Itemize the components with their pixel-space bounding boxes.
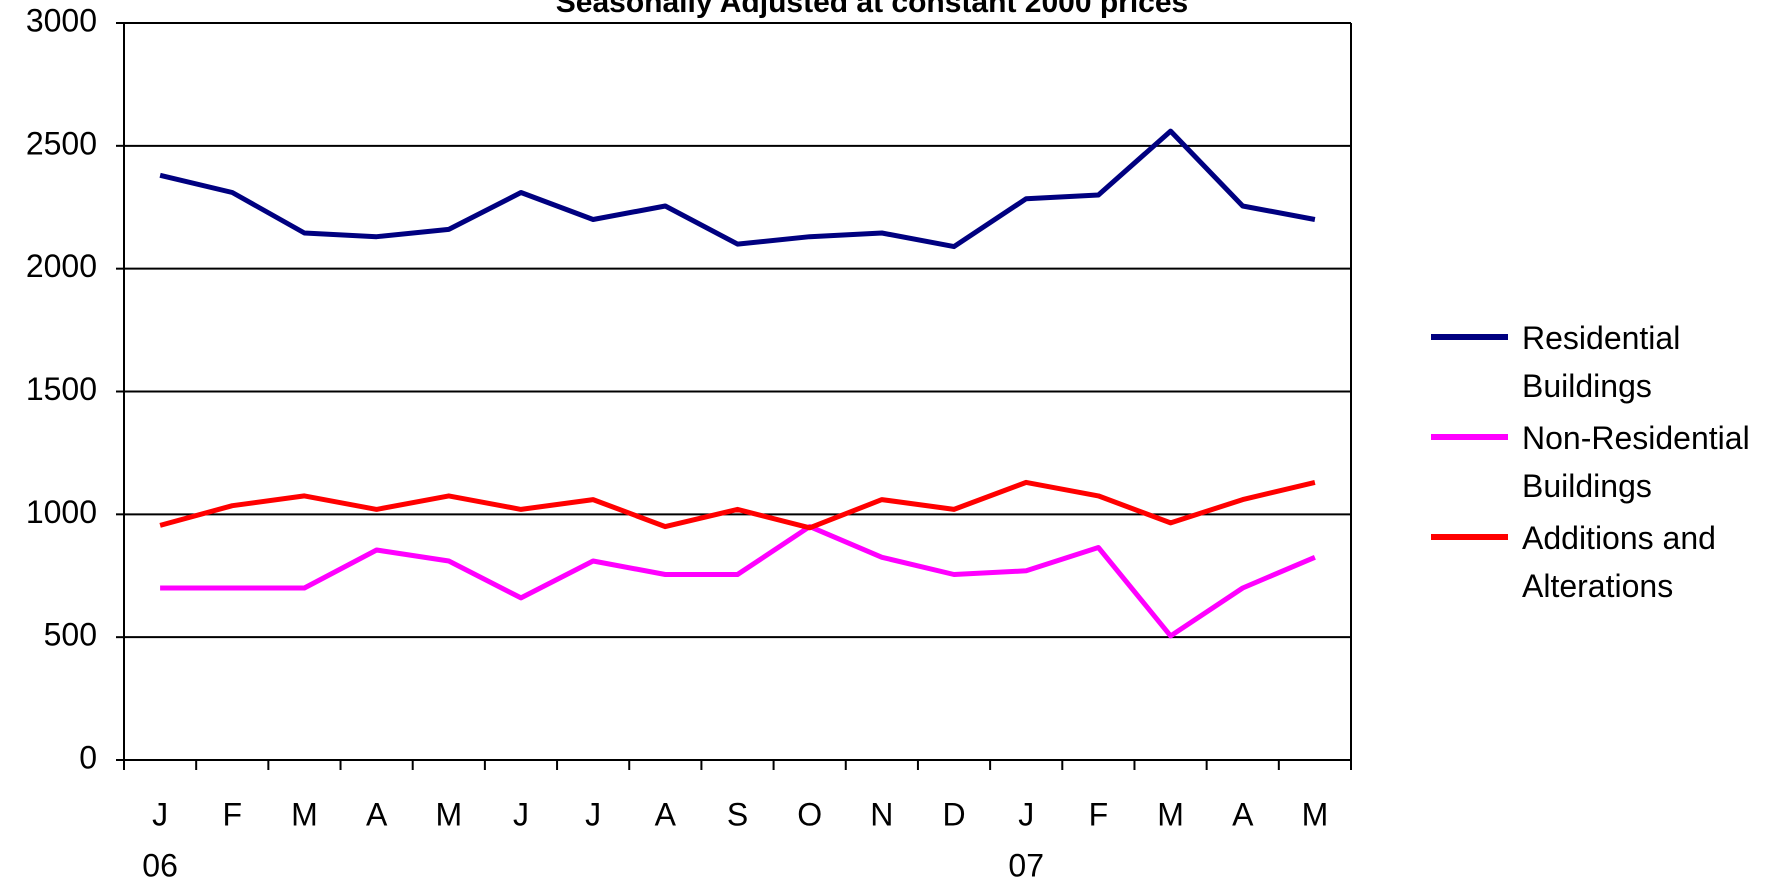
x-group-label: 07 [1008, 847, 1044, 879]
legend-swatch [1431, 534, 1508, 540]
line-series [159, 128, 1316, 250]
legend-swatch [1431, 334, 1508, 340]
x-tick-label: M [435, 796, 462, 832]
x-group-label: 06 [142, 847, 178, 879]
x-tick-label: O [797, 796, 822, 832]
x-tick-label: J [152, 796, 168, 832]
legend: Residential Buildings Non-Residential Bui… [1431, 314, 1781, 614]
y-tick-label: 2000 [26, 248, 97, 284]
line-series [160, 524, 1316, 639]
x-tick-label: A [655, 796, 677, 832]
y-tick-label: 0 [79, 739, 97, 775]
legend-label: Residential Buildings [1522, 320, 1681, 404]
chart-title: Seasonally Adjusted at constant 2000 pri… [556, 0, 1188, 19]
x-tick-label: J [585, 796, 601, 832]
y-tick-label: 500 [44, 617, 97, 653]
x-tick-label: F [1089, 796, 1109, 832]
y-tick-label: 2500 [26, 125, 97, 161]
x-tick-label: F [222, 796, 242, 832]
legend-label: Non-Residential Buildings [1522, 420, 1750, 504]
x-tick-label: D [942, 796, 965, 832]
legend-item: Non-Residential Buildings [1431, 414, 1781, 510]
y-tick-label: 1500 [26, 371, 97, 407]
line-series [159, 479, 1316, 531]
y-tick-label: 3000 [26, 2, 97, 38]
x-tick-label: A [1232, 796, 1254, 832]
x-tick-label: J [1018, 796, 1034, 832]
legend-swatch [1431, 434, 1508, 440]
x-tick-label: M [291, 796, 318, 832]
x-tick-label: J [513, 796, 529, 832]
legend-item: Additions and Alterations [1431, 514, 1781, 610]
y-tick-label: 1000 [26, 494, 97, 530]
legend-item: Residential Buildings [1431, 314, 1781, 410]
x-tick-label: N [870, 796, 893, 832]
x-tick-label: A [366, 796, 388, 832]
legend-label: Additions and Alterations [1522, 520, 1716, 604]
x-tick-label: M [1157, 796, 1184, 832]
x-tick-label: S [727, 796, 748, 832]
x-tick-label: M [1302, 796, 1329, 832]
